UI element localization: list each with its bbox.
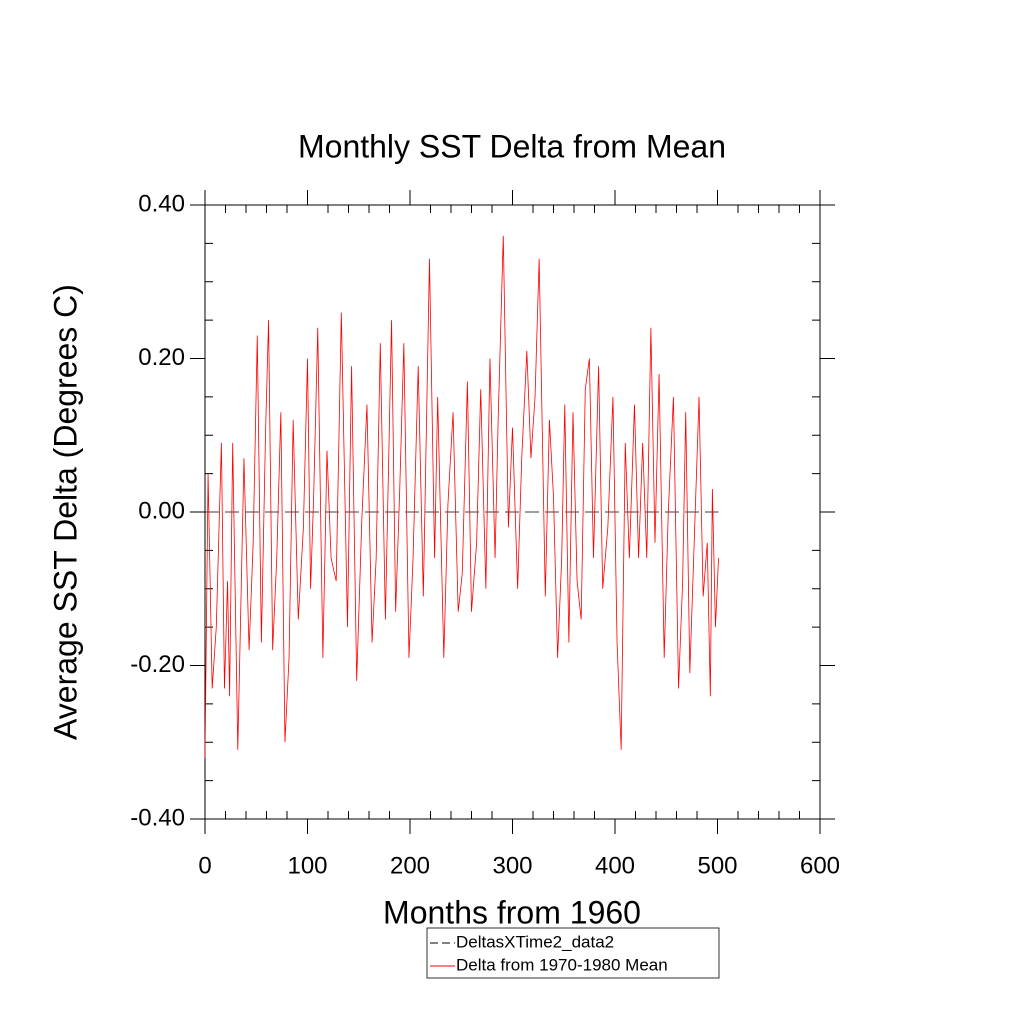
y-tick-label: -0.40 bbox=[130, 804, 185, 831]
x-tick-label: 400 bbox=[595, 852, 635, 879]
x-tick-label: 600 bbox=[800, 852, 840, 879]
chart-title: Monthly SST Delta from Mean bbox=[298, 128, 726, 164]
y-tick-label: -0.20 bbox=[130, 651, 185, 678]
data-line bbox=[204, 235, 719, 758]
y-tick-label: 0.40 bbox=[138, 190, 185, 217]
x-tick-label: 300 bbox=[492, 852, 532, 879]
y-tick-label: 0.20 bbox=[138, 344, 185, 371]
x-tick-label: 100 bbox=[287, 852, 327, 879]
x-axis-label: Months from 1960 bbox=[383, 894, 641, 930]
y-tick-label: 0.00 bbox=[138, 497, 185, 524]
x-tick-label: 500 bbox=[697, 852, 737, 879]
legend-label: DeltasXTime2_data2 bbox=[456, 932, 614, 951]
legend-box bbox=[426, 927, 720, 979]
y-axis-label: Average SST Delta (Degrees C) bbox=[47, 284, 83, 740]
legend-label: Delta from 1970-1980 Mean bbox=[456, 955, 668, 974]
x-tick-label: 0 bbox=[198, 852, 211, 879]
x-tick-label: 200 bbox=[390, 852, 430, 879]
